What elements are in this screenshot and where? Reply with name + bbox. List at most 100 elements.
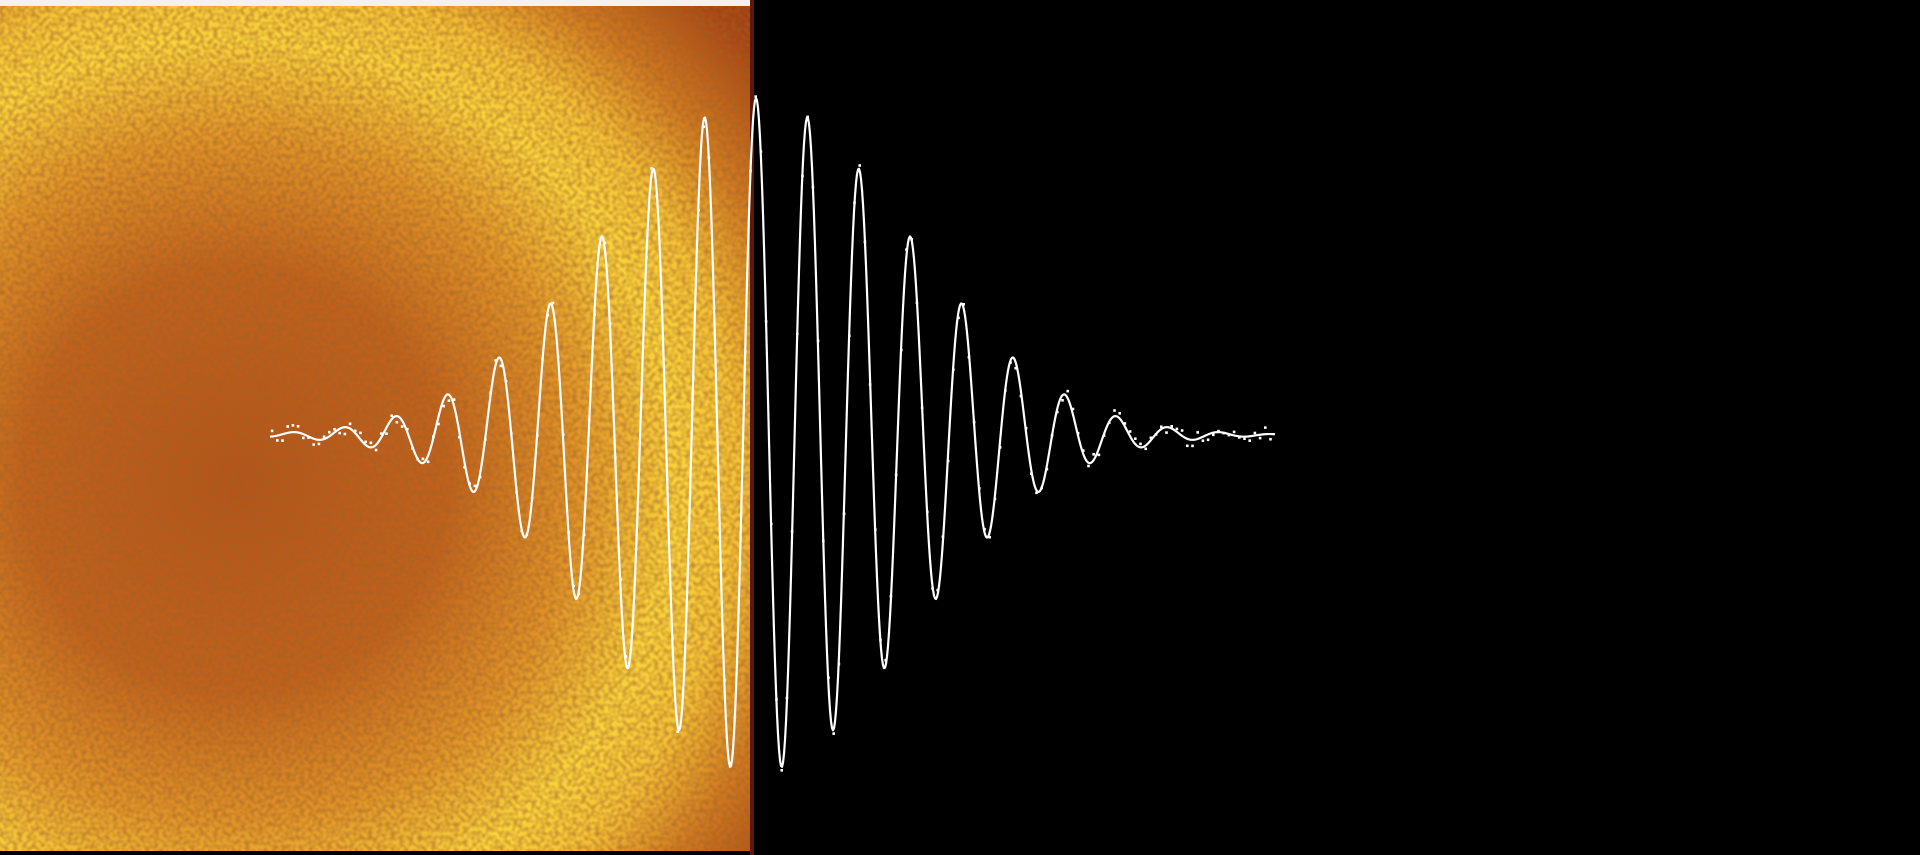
- sample-dot: [671, 637, 674, 640]
- sample-dot: [1212, 433, 1215, 437]
- sample-dot: [541, 358, 544, 361]
- sample-dot: [1160, 425, 1163, 429]
- sample-dot: [1175, 427, 1179, 431]
- sample-dot: [1264, 426, 1267, 429]
- sample-dot: [302, 436, 305, 440]
- panel-right-edge: [750, 0, 754, 855]
- sample-dot: [712, 307, 716, 310]
- sample-dot: [759, 150, 763, 153]
- sample-dot: [1045, 467, 1049, 471]
- sample-dot: [874, 528, 877, 531]
- sample-dot: [624, 655, 627, 658]
- sample-dot: [312, 443, 315, 446]
- sample-dot: [1269, 437, 1272, 441]
- sample-dot: [707, 156, 711, 159]
- sample-dot: [468, 482, 471, 485]
- sample-dot: [1014, 366, 1017, 370]
- sample-dot: [998, 446, 1002, 449]
- sample-dot: [894, 473, 898, 477]
- sample-dot: [598, 242, 601, 246]
- sample-dot: [790, 530, 794, 533]
- sample-dot: [525, 533, 529, 537]
- sample-dot: [738, 562, 742, 566]
- sample-dot: [1097, 453, 1101, 457]
- sample-dot: [619, 578, 622, 581]
- sample-dot: [1139, 442, 1142, 446]
- sample-dot: [572, 584, 575, 588]
- sample-dot: [749, 169, 752, 173]
- sample-dot: [666, 477, 669, 481]
- sample-dot: [686, 562, 690, 566]
- sample-dot: [723, 678, 726, 682]
- sample-dot: [1222, 431, 1225, 435]
- sample-dot: [286, 425, 289, 428]
- sample-dot: [515, 490, 518, 494]
- sample-dot: [1050, 433, 1054, 437]
- sample-dot: [634, 548, 638, 551]
- sample-dot: [421, 457, 425, 461]
- sample-dot: [1056, 410, 1059, 414]
- sample-dot: [1009, 361, 1012, 364]
- sample-dot: [718, 508, 721, 512]
- sample-dot: [806, 115, 809, 119]
- sample-dot: [848, 334, 851, 337]
- sample-dot: [926, 510, 929, 514]
- sample-dot: [889, 595, 893, 598]
- sample-dot: [608, 322, 612, 325]
- sample-dot: [556, 355, 560, 358]
- sample-dot: [530, 496, 534, 500]
- sample-dot: [764, 320, 768, 323]
- sample-dot: [837, 662, 841, 666]
- sample-dot: [1227, 433, 1231, 437]
- sample-dot: [822, 539, 825, 543]
- sample-dot: [962, 303, 965, 306]
- sample-dot: [1092, 453, 1095, 456]
- sample-dot: [1186, 444, 1189, 448]
- sample-dot: [364, 440, 367, 444]
- sample-dot: [1113, 409, 1116, 412]
- sample-dot: [1102, 434, 1106, 437]
- panel-top-border: [0, 0, 753, 6]
- sample-dot: [853, 201, 856, 205]
- sample-dot: [775, 698, 778, 701]
- sample-dot: [1128, 430, 1132, 433]
- sample-dot: [858, 164, 861, 167]
- sample-dot: [562, 433, 565, 436]
- sample-dot: [1217, 429, 1220, 433]
- sample-dot: [494, 359, 497, 362]
- sample-dot: [437, 422, 440, 426]
- sample-dot: [369, 441, 373, 445]
- sample-dot: [322, 435, 326, 439]
- sample-dot: [1201, 439, 1205, 442]
- sample-dot: [816, 339, 820, 343]
- sample-dot: [296, 425, 300, 428]
- sample-dot: [1165, 431, 1168, 434]
- sample-dot: [577, 592, 581, 595]
- sample-dot: [359, 431, 362, 435]
- sample-dot: [1118, 412, 1121, 415]
- sample-dot: [1170, 425, 1173, 428]
- sample-dot: [1206, 438, 1210, 442]
- sample-dot: [770, 522, 773, 526]
- sample-dot: [967, 356, 971, 359]
- sample-dot: [1123, 422, 1127, 425]
- sample-dot: [1040, 486, 1043, 490]
- sample-dot: [931, 587, 934, 590]
- sample-dot: [593, 313, 596, 316]
- sample-dot: [832, 732, 835, 735]
- heatmap-panel: [0, 0, 754, 855]
- sample-dot: [1076, 431, 1080, 435]
- sample-dot: [473, 484, 477, 488]
- sample-dot: [458, 435, 461, 439]
- sample-dot: [1134, 437, 1137, 440]
- sample-dot: [1258, 436, 1262, 440]
- sample-dot: [426, 460, 430, 464]
- sample-dot: [915, 301, 919, 305]
- sample-dot: [478, 475, 482, 479]
- sample-dot: [328, 430, 331, 434]
- sample-dot: [276, 439, 279, 442]
- sample-dot: [1082, 449, 1085, 452]
- sample-dot: [645, 256, 648, 259]
- sample-dot: [520, 529, 523, 533]
